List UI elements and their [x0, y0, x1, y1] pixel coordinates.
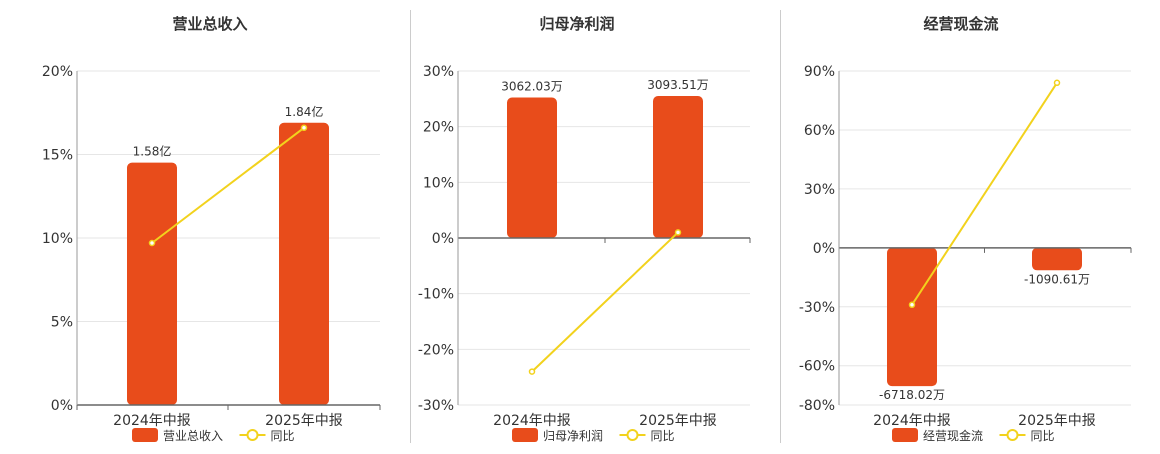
chart-title: 经营现金流	[923, 15, 998, 33]
panel-separator	[410, 10, 411, 443]
legend-label-line: 同比	[271, 429, 295, 443]
y-tick-label: -60%	[799, 359, 835, 375]
chart-panel-revenue: 营业总收入 0% 5% 10% 15% 20% 1.58亿 1.84亿 2024年中报 2025年…	[0, 0, 410, 450]
x-category-label: 2025年中报	[265, 413, 343, 429]
legend-swatch-bar	[892, 428, 918, 442]
legend-label-bar: 归母净利润	[543, 429, 603, 443]
legend-label-bar: 营业总收入	[163, 429, 223, 443]
x-category-label: 2024年中报	[493, 413, 571, 429]
y-tick-label: -30%	[418, 398, 454, 414]
y-tick-label: 10%	[423, 175, 454, 191]
yoy-line	[911, 82, 1058, 306]
legend-swatch-marker	[1006, 429, 1019, 441]
legend-swatch-bar	[132, 428, 158, 442]
cash-flow-chart: 经营现金流 -80% -60% -30% 0% 30% 60% 90% -6718.02万 -10…	[799, 15, 1132, 443]
bar-2024年中报	[507, 97, 557, 238]
yoy-point	[148, 239, 156, 247]
bar-data-label: -1090.61万	[1024, 272, 1090, 286]
bar-2024年中报	[127, 162, 177, 405]
y-tick-label: 15%	[42, 148, 73, 164]
bar-2025年中报	[653, 96, 703, 238]
net-profit-chart: 归母净利润 -30% -20% -10% 0% 10% 20% 30% 3062.03万 3093…	[418, 15, 751, 443]
legend-label-line: 同比	[1031, 429, 1055, 443]
x-category-label: 2024年中报	[113, 413, 191, 429]
bar-2025年中报	[279, 122, 329, 406]
y-tick-label: 0%	[51, 398, 73, 414]
bar-data-label: 3093.51万	[647, 78, 709, 92]
x-category-label: 2025年中报	[639, 413, 717, 429]
bar-data-label: 1.58亿	[133, 144, 172, 159]
y-tick-label: 20%	[423, 120, 454, 136]
y-tick-label: 10%	[42, 231, 73, 247]
y-tick-label: 30%	[804, 182, 835, 198]
yoy-point	[300, 124, 308, 132]
bar-2025年中报	[1032, 247, 1082, 271]
y-tick-label: 30%	[423, 64, 454, 80]
y-tick-label: 0%	[432, 231, 454, 247]
chart-title: 归母净利润	[539, 15, 614, 33]
legend-label-bar: 经营现金流	[923, 428, 983, 443]
yoy-point	[908, 301, 916, 309]
bar-2024年中报	[887, 247, 937, 387]
bar-data-label: 3062.03万	[501, 79, 563, 93]
bar-data-label: 1.84亿	[285, 104, 324, 119]
y-tick-label: -80%	[799, 398, 835, 414]
legend-swatch-marker	[246, 429, 259, 441]
y-tick-label: 90%	[804, 64, 835, 80]
yoy-point	[1053, 79, 1061, 87]
y-tick-label: -30%	[799, 300, 835, 316]
legend-swatch-bar	[512, 428, 538, 442]
x-category-label: 2025年中报	[1018, 413, 1096, 429]
revenue-chart: 营业总收入 0% 5% 10% 15% 20% 1.58亿 1.84亿 2024年中报 2025年…	[42, 15, 381, 443]
yoy-point	[674, 229, 682, 236]
y-tick-label: 60%	[804, 123, 835, 139]
yoy-point	[528, 368, 536, 375]
y-tick-label: -20%	[418, 342, 454, 358]
legend-label-line: 同比	[651, 429, 675, 443]
chart-panel-net-profit: 归母净利润 -30% -20% -10% 0% 10% 20% 30% 3062.03万 3093…	[411, 0, 780, 450]
yoy-line	[151, 126, 305, 244]
x-category-label: 2024年中报	[873, 413, 951, 429]
y-tick-label: 5%	[51, 315, 73, 331]
chart-title: 营业总收入	[172, 15, 247, 33]
legend-swatch-marker	[626, 429, 639, 441]
chart-panel-cash-flow: 经营现金流 -80% -60% -30% 0% 30% 60% 90% -6718.02万 -10…	[781, 0, 1160, 450]
y-tick-label: -10%	[418, 287, 454, 303]
y-tick-label: 0%	[813, 241, 835, 257]
y-tick-label: 20%	[42, 64, 73, 80]
bar-data-label: -6718.02万	[879, 388, 945, 402]
panel-separator	[780, 10, 781, 443]
yoy-line	[531, 231, 679, 373]
